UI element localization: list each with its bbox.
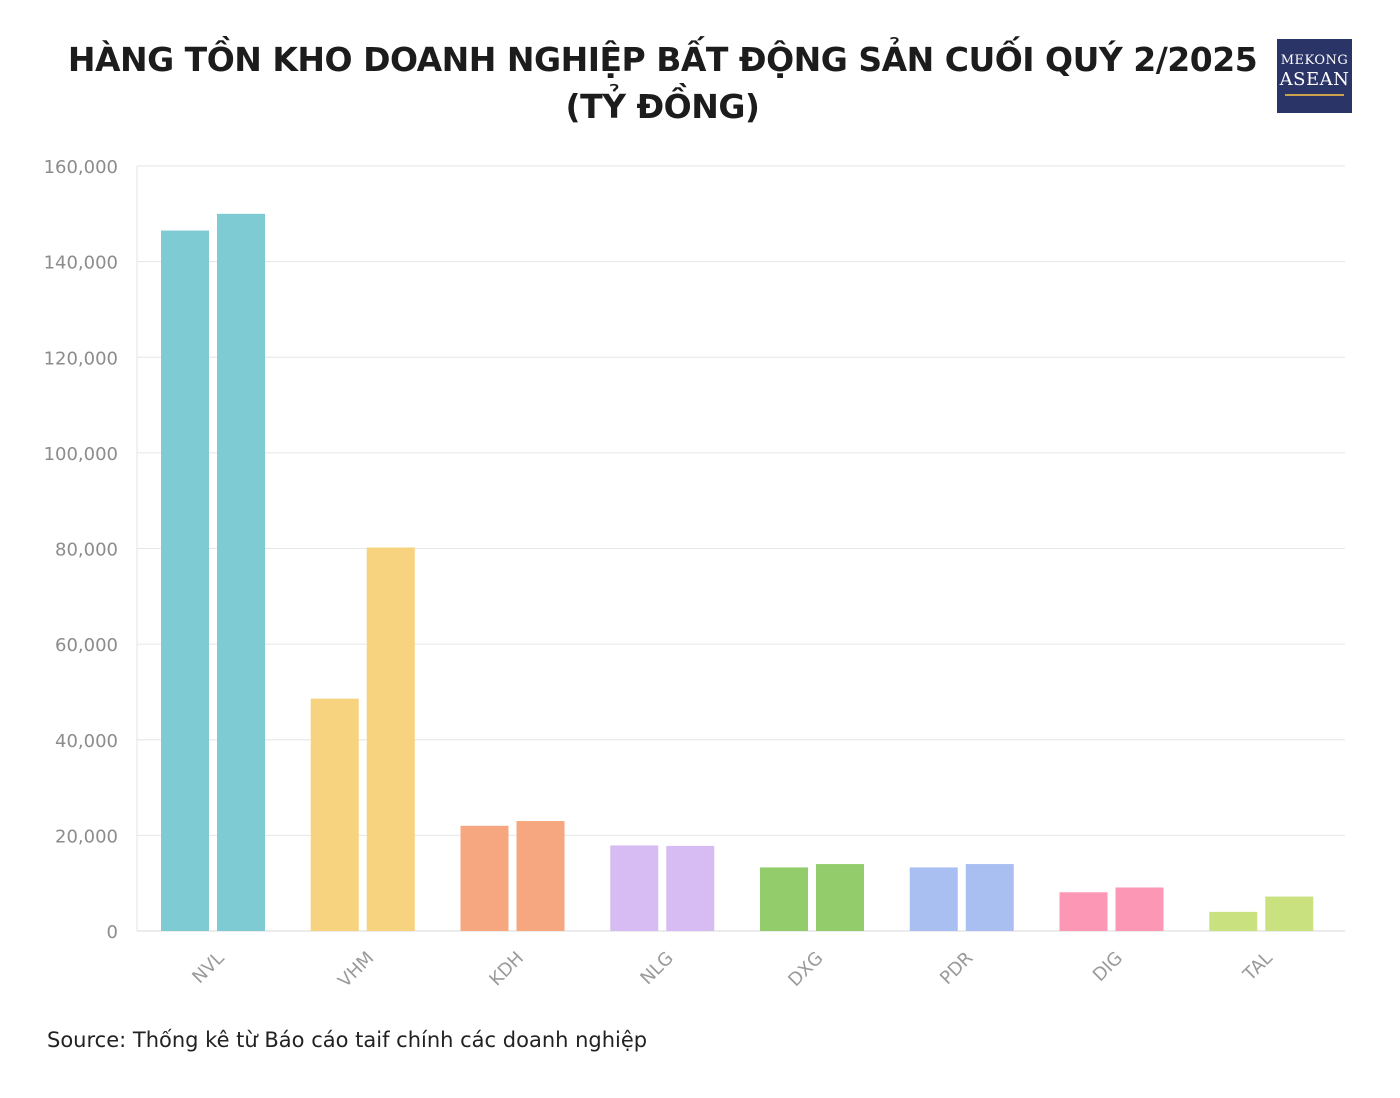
x-tick-label-tal: TAL — [1239, 948, 1277, 986]
bars — [161, 213, 1314, 931]
bar-nvl-1 — [161, 230, 209, 931]
bar-tal-1 — [1209, 911, 1258, 931]
x-tick-label-pdr: PDR — [936, 948, 977, 989]
bar-dig-1 — [1059, 892, 1108, 931]
logo-line-1: MEKONG — [1280, 53, 1349, 68]
bar-nlg-1 — [610, 845, 659, 931]
y-tick-label: 100,000 — [44, 444, 118, 465]
x-tick-label-nlg: NLG — [636, 948, 677, 989]
x-tick-label-vhm: VHM — [334, 948, 378, 992]
bar-dig-2 — [1115, 887, 1164, 931]
logo-underline — [1285, 94, 1344, 96]
y-axis-tick-labels: 0 20,000 40,000 60,000 80,000 100,000 120,000 1… — [44, 157, 118, 943]
bar-vhm-1 — [310, 698, 359, 931]
bar-chart: 0 20,000 40,000 60,000 80,000 100,000 120,000 1… — [44, 157, 1345, 992]
y-tick-label: 160,000 — [44, 157, 118, 178]
x-tick-label-dxg: DXG — [784, 948, 827, 991]
bar-nvl-2 — [217, 213, 265, 931]
y-tick-label: 60,000 — [55, 635, 118, 656]
y-tick-label: 40,000 — [55, 731, 118, 752]
mekong-asean-logo: MEKONG ASEAN — [1277, 39, 1352, 113]
y-tick-label: 20,000 — [55, 826, 118, 847]
y-tick-label: 140,000 — [44, 253, 118, 274]
logo-line-2: ASEAN — [1279, 69, 1350, 90]
bar-tal-2 — [1265, 896, 1314, 931]
bar-dxg-2 — [816, 864, 864, 931]
bar-kdh-1 — [460, 825, 509, 931]
y-tick-label: 120,000 — [44, 348, 118, 369]
x-tick-label-dig: DIG — [1089, 948, 1127, 986]
chart-title: HÀNG TỒN KHO DOANH NGHIỆP BẤT ĐỘNG SẢN C… — [67, 40, 1258, 126]
x-tick-label-nvl: NVL — [188, 948, 228, 988]
y-tick-label: 0 — [107, 922, 118, 943]
x-axis-tick-labels: NVL VHM KDH NLG DXG PDR DIG TAL — [188, 948, 1276, 992]
bar-pdr-1 — [909, 867, 958, 931]
bar-vhm-2 — [366, 547, 415, 931]
x-tick-label-kdh: KDH — [485, 948, 528, 991]
bar-dxg-1 — [760, 867, 808, 931]
bar-pdr-2 — [965, 864, 1014, 931]
bar-nlg-2 — [666, 845, 715, 931]
bar-kdh-2 — [516, 821, 565, 931]
source-note: Source: Thống kê từ Báo cáo taif chính c… — [47, 1028, 648, 1052]
y-tick-label: 80,000 — [55, 540, 118, 561]
